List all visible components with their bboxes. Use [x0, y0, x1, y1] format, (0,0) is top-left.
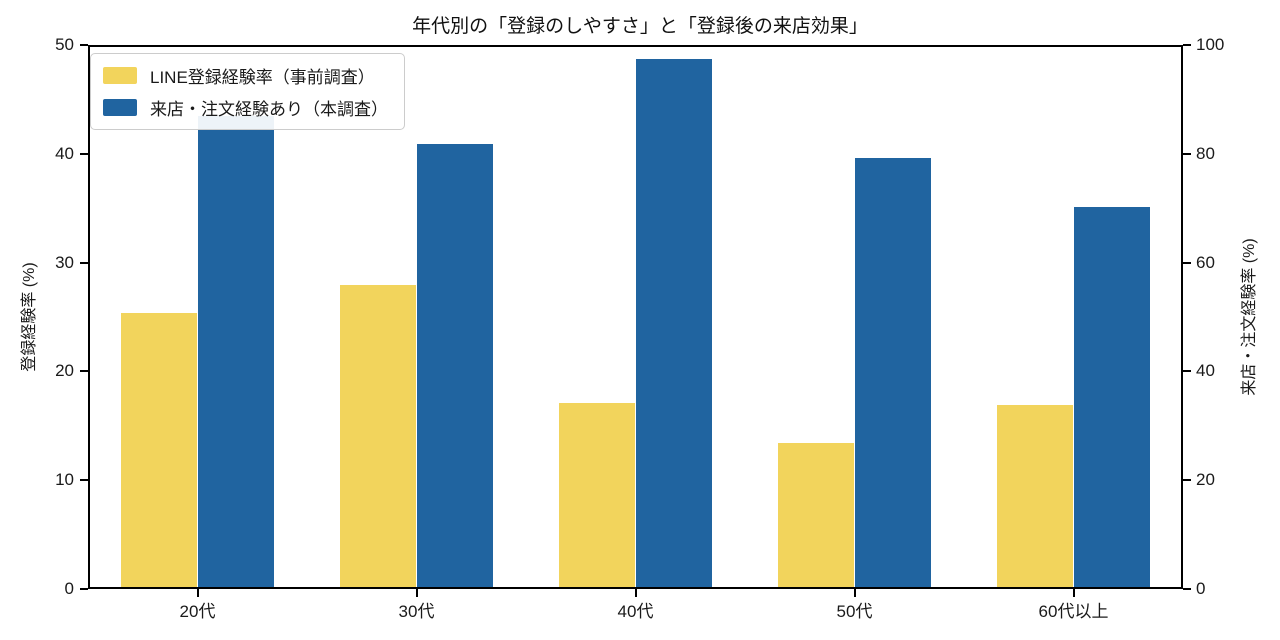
- legend-swatch-yellow: [103, 67, 137, 84]
- right-tick-mark: [1183, 370, 1191, 373]
- x-tick-mark: [634, 589, 637, 597]
- bar-series0-50代: [777, 443, 855, 589]
- right-tick-label: 100: [1196, 35, 1225, 54]
- right-tick-mark: [1183, 479, 1191, 482]
- x-tick-label: 20代: [179, 602, 216, 621]
- left-tick-label: 10: [55, 470, 74, 490]
- chart-title: 年代別の「登録のしやすさ」と「登録後の来店効果」: [412, 16, 868, 37]
- x-tick-label: 60代以上: [1038, 602, 1109, 621]
- right-tick-mark: [1183, 261, 1191, 264]
- bar-series1-30代: [416, 144, 494, 589]
- right-tick-mark: [1183, 44, 1191, 46]
- legend: LINE登録経験率（事前調査） 来店・注文経験あり（本調査）: [90, 53, 405, 130]
- legend-swatch-blue: [103, 99, 137, 116]
- left-tick-label: 40: [55, 143, 74, 163]
- x-tick-label: 30代: [398, 602, 435, 621]
- left-tick-mark: [80, 370, 88, 373]
- x-tick-label: 40代: [617, 602, 654, 621]
- bar-series1-20代: [197, 115, 275, 589]
- left-tick-mark: [80, 261, 88, 264]
- right-tick-label: 0: [1196, 579, 1206, 598]
- right-tick-label: 60: [1196, 252, 1215, 272]
- x-tick-mark: [853, 589, 856, 597]
- left-tick-label: 0: [64, 579, 74, 598]
- left-tick-label: 20: [55, 361, 74, 381]
- bar-series0-60代以上: [996, 405, 1074, 589]
- left-axis-label: 登録経験率 (%): [21, 262, 38, 372]
- legend-label: 来店・注文経験あり（本調査）: [150, 100, 388, 119]
- right-tick-label: 40: [1196, 361, 1215, 381]
- bar-series0-30代: [339, 285, 417, 589]
- x-tick-mark: [196, 589, 199, 597]
- left-tick-mark: [80, 588, 88, 590]
- legend-entry: LINE登録経験率（事前調査）: [103, 63, 388, 88]
- left-tick-mark: [80, 479, 88, 482]
- left-tick-mark: [80, 44, 88, 46]
- bar-series1-50代: [854, 158, 932, 589]
- left-tick-mark: [80, 152, 88, 155]
- x-tick-label: 50代: [836, 602, 873, 621]
- x-tick-mark: [415, 589, 418, 597]
- left-tick-label: 30: [55, 252, 74, 272]
- legend-entry: 来店・注文経験あり（本調査）: [103, 95, 388, 120]
- left-tick-label: 50: [55, 35, 74, 54]
- x-tick-mark: [1072, 589, 1075, 597]
- bar-series1-40代: [635, 58, 713, 589]
- bar-series0-40代: [558, 402, 636, 589]
- right-tick-label: 20: [1196, 470, 1215, 490]
- legend-label: LINE登録経験率（事前調査）: [150, 68, 375, 87]
- right-tick-mark: [1183, 588, 1191, 590]
- right-tick-label: 80: [1196, 143, 1215, 163]
- bar-series1-60代以上: [1073, 206, 1151, 589]
- right-tick-mark: [1183, 152, 1191, 155]
- bar-series0-20代: [120, 312, 198, 589]
